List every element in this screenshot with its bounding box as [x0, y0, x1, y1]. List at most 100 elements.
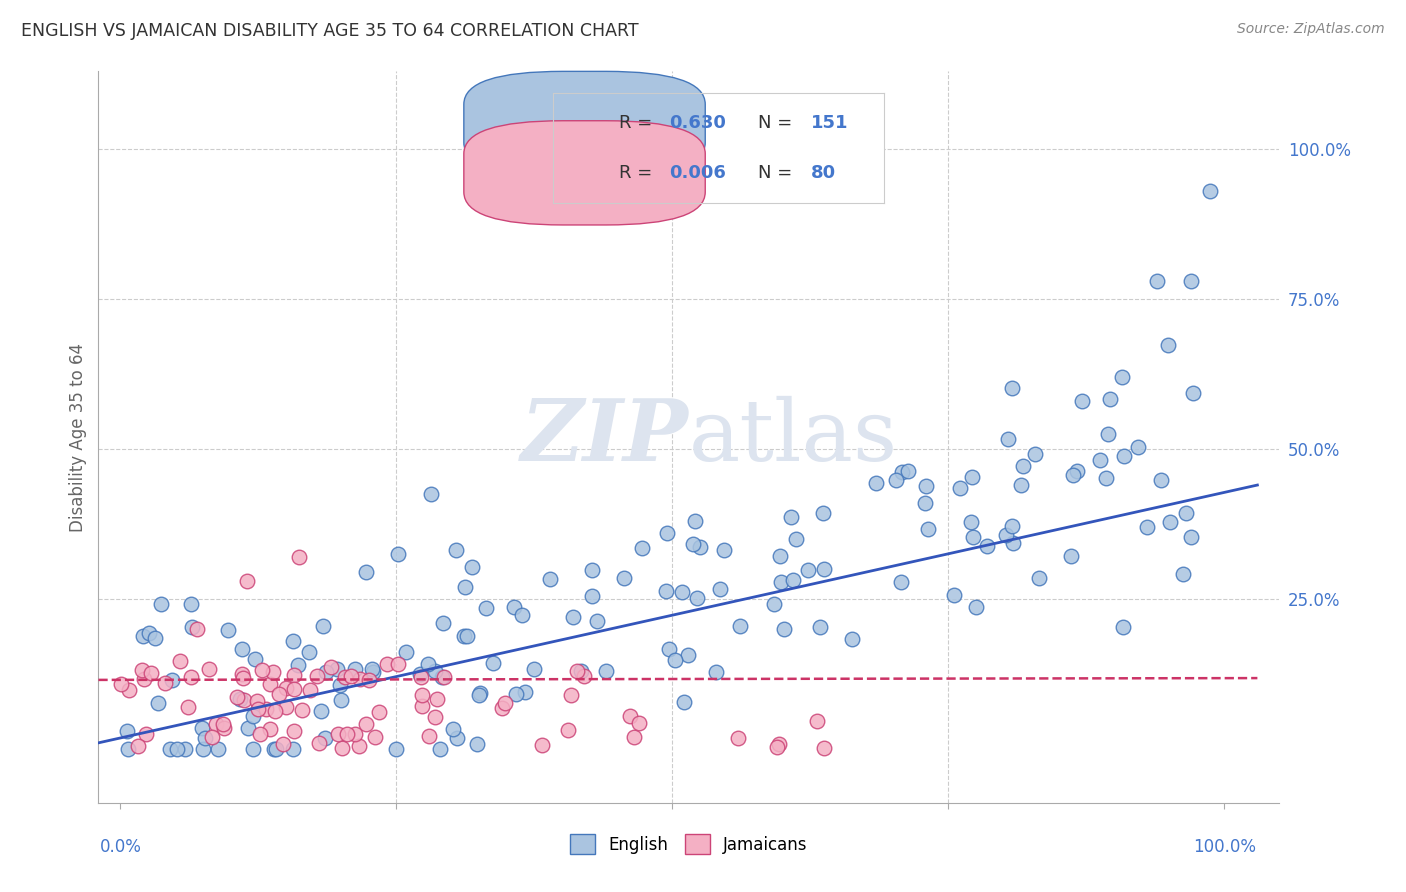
- Point: [357, 673, 380, 688]
- Point: [765, 739, 787, 754]
- Point: [150, 597, 173, 611]
- Point: [683, 514, 706, 528]
- Point: [259, 722, 281, 736]
- Point: [169, 654, 191, 668]
- Point: [456, 628, 478, 642]
- Legend: English, Jamaicans: English, Jamaicans: [564, 828, 814, 860]
- Text: ZIP: ZIP: [522, 395, 689, 479]
- Point: [423, 710, 446, 724]
- Point: [131, 663, 153, 677]
- Point: [917, 522, 939, 536]
- Point: [264, 704, 287, 718]
- Point: [770, 574, 793, 589]
- Point: [1097, 427, 1119, 442]
- Point: [664, 653, 686, 667]
- Point: [159, 742, 181, 756]
- Point: [782, 573, 804, 587]
- Point: [232, 672, 254, 686]
- Point: [569, 664, 592, 678]
- Point: [228, 691, 250, 706]
- Point: [623, 730, 645, 744]
- Point: [329, 678, 352, 692]
- Point: [1175, 506, 1198, 520]
- Point: [565, 665, 588, 679]
- Point: [949, 481, 972, 495]
- Point: [914, 479, 936, 493]
- Point: [375, 657, 398, 672]
- Point: [630, 541, 652, 555]
- Point: [416, 657, 439, 672]
- Point: [259, 677, 281, 691]
- Point: [1012, 458, 1035, 473]
- Point: [231, 641, 253, 656]
- Point: [214, 721, 236, 735]
- Point: [423, 664, 446, 678]
- Point: [198, 662, 221, 676]
- Point: [344, 727, 367, 741]
- Point: [441, 723, 464, 737]
- Point: [409, 667, 432, 681]
- Point: [1182, 385, 1205, 400]
- Point: [205, 717, 228, 731]
- Point: [153, 676, 176, 690]
- Point: [713, 542, 735, 557]
- Point: [453, 580, 475, 594]
- Point: [914, 496, 936, 510]
- Point: [232, 693, 254, 707]
- Point: [465, 737, 488, 751]
- Point: [682, 537, 704, 551]
- Point: [242, 742, 264, 756]
- Point: [728, 619, 751, 633]
- Point: [314, 731, 336, 745]
- Point: [1180, 530, 1202, 544]
- Point: [523, 663, 546, 677]
- Point: [841, 632, 863, 646]
- Point: [1088, 452, 1111, 467]
- Point: [191, 721, 214, 735]
- Point: [340, 669, 363, 683]
- Point: [246, 702, 269, 716]
- Point: [581, 563, 603, 577]
- Point: [283, 668, 305, 682]
- Point: [336, 727, 359, 741]
- Point: [797, 563, 820, 577]
- Point: [619, 708, 641, 723]
- Point: [574, 668, 596, 682]
- Point: [997, 432, 1019, 446]
- Point: [180, 670, 202, 684]
- Point: [309, 704, 332, 718]
- Point: [262, 665, 284, 679]
- Point: [658, 642, 681, 657]
- Point: [411, 688, 433, 702]
- Point: [226, 690, 249, 705]
- Point: [283, 681, 305, 696]
- Point: [419, 486, 441, 500]
- Point: [250, 663, 273, 677]
- Point: [689, 540, 711, 554]
- Point: [319, 660, 342, 674]
- Point: [329, 693, 352, 707]
- Point: [965, 599, 987, 614]
- Text: Source: ZipAtlas.com: Source: ZipAtlas.com: [1237, 22, 1385, 37]
- Point: [769, 549, 792, 563]
- Point: [513, 685, 536, 699]
- Point: [135, 727, 157, 741]
- Point: [1150, 473, 1173, 487]
- Point: [387, 547, 409, 561]
- Point: [655, 526, 678, 541]
- Point: [1028, 571, 1050, 585]
- Point: [343, 662, 366, 676]
- Point: [468, 689, 491, 703]
- Point: [1198, 184, 1220, 198]
- Point: [238, 721, 260, 735]
- Point: [1157, 338, 1180, 352]
- Point: [288, 549, 311, 564]
- Point: [271, 737, 294, 751]
- Point: [267, 687, 290, 701]
- Point: [264, 742, 287, 756]
- Point: [727, 731, 749, 746]
- Point: [1098, 392, 1121, 407]
- Point: [891, 465, 914, 479]
- Point: [709, 582, 731, 596]
- Point: [676, 648, 699, 662]
